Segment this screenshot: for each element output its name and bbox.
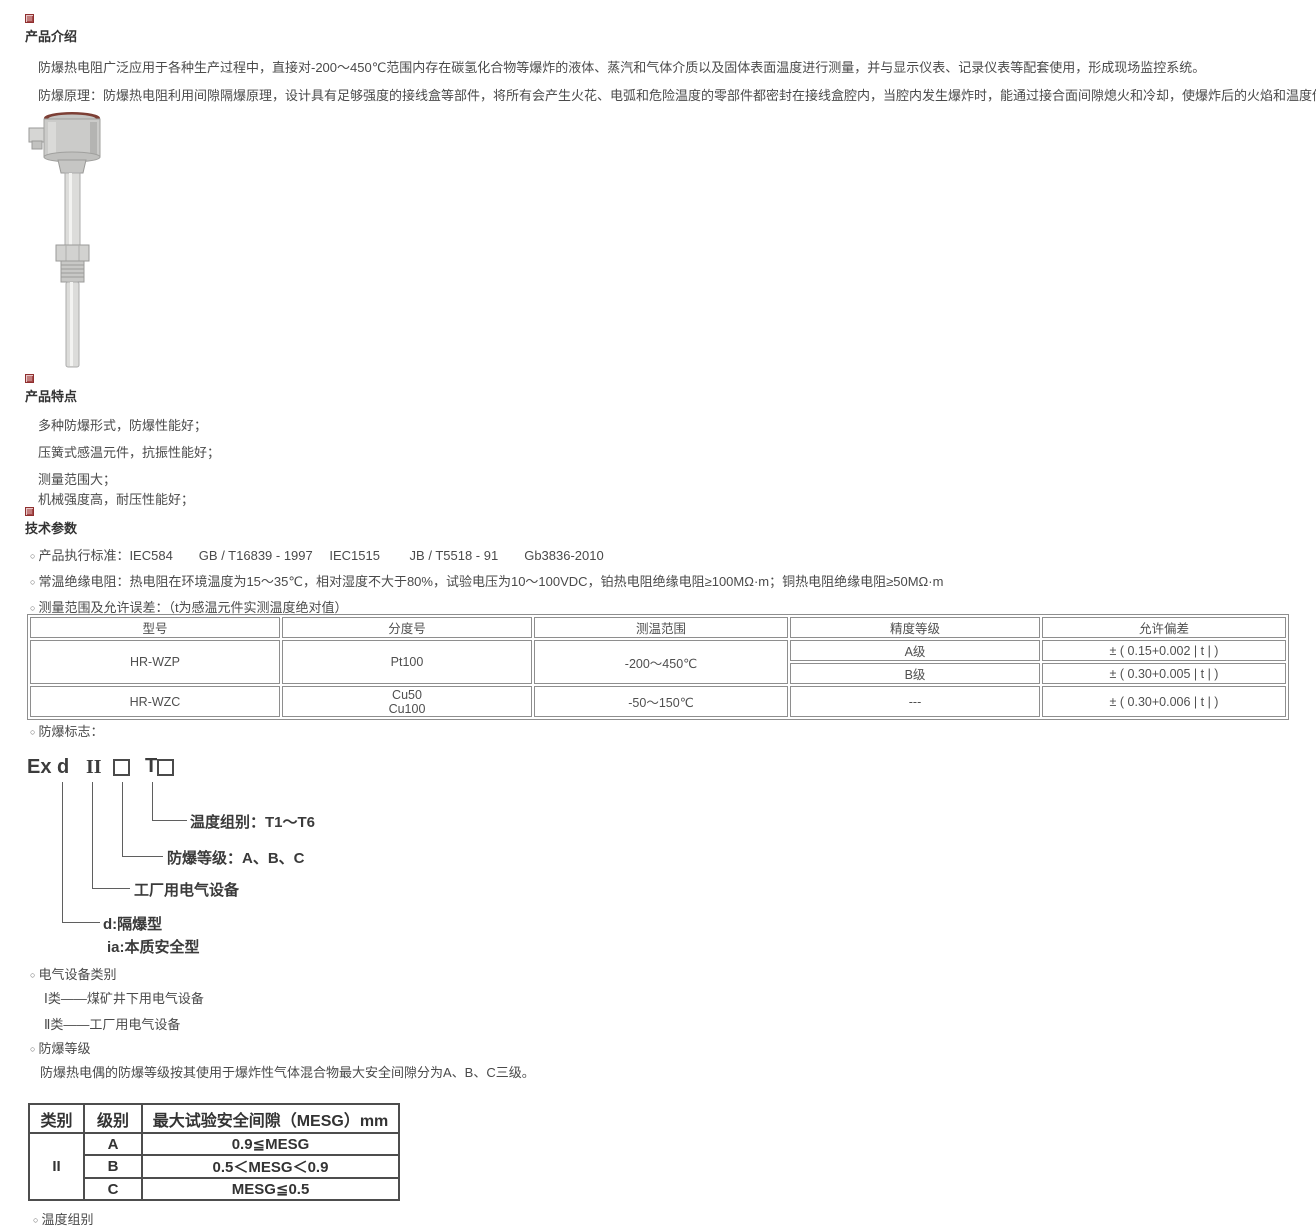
bullet-icon: ○ — [33, 1215, 39, 1225]
bullet-icon: ○ — [30, 727, 36, 737]
intro-paragraph-2: 防爆原理：防爆热电阻利用间隙隔爆原理，设计具有足够强度的接线盒等部件，将所有会产… — [38, 88, 1316, 103]
mesg-row: II A 0.9≦MESG — [28, 1132, 400, 1201]
label-temp-group: 温度组别：T1～T6 — [190, 814, 316, 831]
mesg-grade-cell: C — [83, 1177, 143, 1201]
categories-label: 电气设备类别 — [38, 967, 117, 982]
mesg-row: C MESG≦0.5 — [29, 1177, 400, 1201]
tech-standards-text: 产品执行标准：IEC584 GB / T16839 - 1997 IEC1515… — [38, 548, 604, 563]
diagram-line — [92, 782, 93, 888]
measuring-range-table: 型号 分度号 测温范围 精度等级 允许偏差 HR-WZP Pt100 -200～… — [27, 614, 1289, 720]
col-header-deviation: 允许偏差 — [1042, 617, 1286, 638]
diagram-line — [92, 888, 130, 889]
temp-group-bullet-line: ○ 温度组别 — [33, 1209, 93, 1228]
bullet-icon: ○ — [30, 970, 36, 980]
bullet-icon: ○ — [30, 1044, 36, 1054]
tech-range-note-line: ○ 测量范围及允许误差：（t为感温元件实测温度绝对值） — [30, 597, 348, 616]
bullet-icon: ○ — [30, 603, 36, 613]
cell-index-wzp: Pt100 — [282, 640, 532, 684]
ex-code-class: II — [86, 756, 102, 778]
cell-index-wzc: Cu50 Cu100 — [282, 686, 532, 717]
diagram-line — [122, 856, 163, 857]
ex-mark-bullet-text: 防爆标志： — [38, 724, 104, 739]
ex-code-d: d — [57, 756, 70, 778]
table-row: HR-WZC Cu50 Cu100 -50～150℃ --- ± ( 0.30+… — [30, 686, 1286, 717]
col-header-model: 型号 — [30, 617, 280, 638]
col-header-index: 分度号 — [282, 617, 532, 638]
table-row: B级 ± ( 0.30+0.005 | t | ) — [30, 663, 1286, 684]
diagram-line — [62, 922, 100, 923]
cell-model-wzp: HR-WZP — [30, 640, 280, 684]
cell-model-wzc: HR-WZC — [30, 686, 280, 717]
broken-image-icon — [25, 507, 34, 516]
cell-range-wzc: -50～150℃ — [534, 686, 788, 717]
mesg-row: B 0.5＜MESG＜0.9 — [29, 1154, 400, 1179]
cell-deviation-wzc: ± ( 0.30+0.006 | t | ) — [1042, 686, 1286, 717]
categories-bullet-line: ○ 电气设备类别 — [30, 964, 116, 983]
table-header-row: 型号 分度号 测温范围 精度等级 允许偏差 — [30, 617, 1286, 638]
broken-image-icon — [25, 14, 34, 23]
mesg-gap-cell: MESG≦0.5 — [141, 1177, 400, 1201]
cell-range-wzp: -200～450℃ — [534, 640, 788, 684]
feature-item: 多种防爆形式，防爆性能好； — [38, 418, 208, 433]
table-row: HR-WZP Pt100 -200～450℃ A级 ± ( 0.15+0.002… — [30, 640, 1286, 684]
product-photo-thermal-resistance — [28, 112, 101, 368]
tech-insulation-text: 常温绝缘电阻：热电阻在环境温度为15～35℃，相对湿度不大于80%，试验电压为1… — [38, 574, 944, 589]
section-title-intro: 产品介绍 — [25, 29, 78, 44]
diagram-line — [62, 782, 63, 922]
mesg-header-row: 类别 级别 最大试验安全间隙（MESG）mm — [28, 1103, 400, 1134]
explosion-grade-label: 防爆等级 — [38, 1041, 91, 1056]
diagram-line — [152, 782, 153, 820]
label-factory-equipment: 工厂用电气设备 — [134, 882, 240, 899]
mesg-grade-cell: A — [83, 1132, 143, 1156]
diagram-line — [152, 820, 187, 821]
temp-group-label: 温度组别 — [41, 1212, 94, 1227]
cell-grade-a: A级 — [790, 640, 1040, 661]
section-title-features: 产品特点 — [25, 389, 78, 404]
mesg-header-gap: 最大试验安全间隙（MESG）mm — [141, 1103, 400, 1134]
cell-grade-b: B级 — [790, 663, 1040, 684]
tech-range-note-text: 测量范围及允许误差：（t为感温元件实测温度绝对值） — [38, 600, 348, 615]
category-item-1: Ⅰ类——煤矿井下用电气设备 — [44, 991, 204, 1006]
intro-paragraph-1: 防爆热电阻广泛应用于各种生产过程中，直接对-200～450℃范围内存在碳氢化合物… — [38, 60, 1206, 75]
bullet-icon: ○ — [30, 551, 36, 561]
ex-code-grade-box — [113, 759, 130, 776]
cell-grade-wzc: --- — [790, 686, 1040, 717]
mesg-gap-cell: 0.9≦MESG — [141, 1132, 400, 1156]
ex-mark-bullet-line: ○ 防爆标志： — [30, 721, 103, 740]
mesg-gap-cell: 0.5＜MESG＜0.9 — [141, 1154, 400, 1179]
broken-image-icon — [25, 374, 34, 383]
explosion-grade-bullet-line: ○ 防爆等级 — [30, 1038, 90, 1057]
tech-standards-line: ○ 产品执行标准：IEC584 GB / T16839 - 1997 IEC151… — [30, 545, 604, 564]
label-ia-type: ia:本质安全型 — [107, 939, 200, 956]
tech-insulation-line: ○ 常温绝缘电阻：热电阻在环境温度为15～35℃，相对湿度不大于80%，试验电压为… — [30, 571, 943, 590]
label-explosion-grade: 防爆等级：A、B、C — [167, 850, 305, 867]
feature-item: 测量范围大； — [38, 472, 117, 487]
ex-code-temp-box — [157, 759, 174, 776]
section-title-tech: 技术参数 — [25, 521, 78, 536]
col-header-grade: 精度等级 — [790, 617, 1040, 638]
explosion-grade-desc: 防爆热电偶的防爆等级按其使用于爆炸性气体混合物最大安全间隙分为A、B、C三级。 — [40, 1065, 535, 1080]
mesg-header-grade: 级别 — [83, 1103, 143, 1134]
mesg-grade-cell: B — [83, 1154, 143, 1179]
ex-code-prefix: Ex — [27, 756, 52, 778]
ex-code-t: T — [145, 755, 158, 777]
cell-deviation-b: ± ( 0.30+0.005 | t | ) — [1042, 663, 1286, 684]
bullet-icon: ○ — [30, 577, 36, 587]
cell-index-wzc-line2: Cu100 — [388, 701, 426, 716]
label-d-type: d:隔爆型 — [103, 916, 163, 933]
mesg-header-category: 类别 — [28, 1103, 85, 1134]
cell-deviation-a: ± ( 0.15+0.002 | t | ) — [1042, 640, 1286, 661]
mesg-category-cell: II — [28, 1132, 85, 1201]
feature-item: 机械强度高，耐压性能好； — [38, 492, 195, 507]
category-item-2: Ⅱ类——工厂用电气设备 — [44, 1017, 181, 1032]
cell-index-wzc-line1: Cu50 — [392, 687, 422, 702]
col-header-range: 测温范围 — [534, 617, 788, 638]
diagram-line — [122, 782, 123, 856]
feature-item: 压簧式感温元件，抗振性能好； — [38, 445, 221, 460]
mesg-table: 类别 级别 最大试验安全间隙（MESG）mm II A 0.9≦MESG B 0… — [28, 1103, 400, 1201]
